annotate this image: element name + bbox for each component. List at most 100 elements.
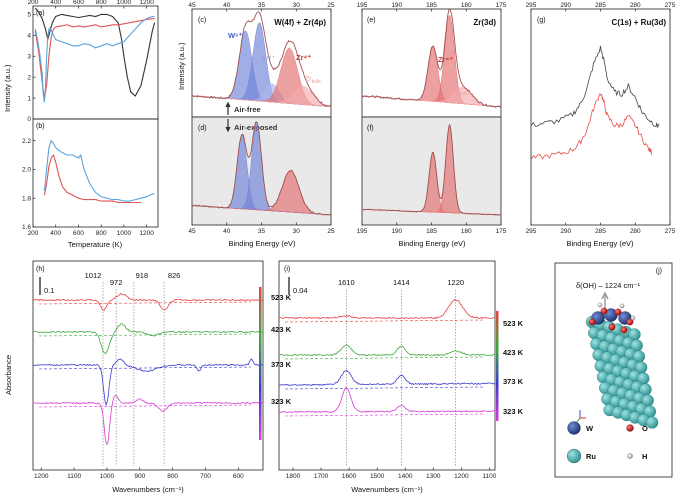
x-tick-label: 200 bbox=[28, 230, 39, 237]
zr4-label-e: Zr⁴⁺ bbox=[438, 55, 453, 64]
zrbulk-label-c: Zrbulk bbox=[305, 76, 321, 85]
panel-f-label: (f) bbox=[367, 125, 374, 132]
y-tick-label: 4 bbox=[27, 32, 31, 39]
y-tick-label: 2.2 bbox=[22, 138, 31, 145]
panel-h-scalebar-label: 0.1 bbox=[44, 286, 54, 295]
panel-i: (i) Wavenumbers (cm⁻¹) 0.04 1610 1414 1220… bbox=[278, 260, 524, 494]
panel-h-label: (h) bbox=[36, 266, 45, 273]
h-atom bbox=[630, 315, 636, 321]
peak-label-1012: 1012 bbox=[85, 271, 102, 280]
x-tick-label: 1200 bbox=[454, 473, 469, 480]
x-tick-label: 180 bbox=[461, 2, 472, 9]
y-tick-label: 3 bbox=[27, 53, 31, 60]
x-tick-label: 45 bbox=[188, 228, 196, 235]
series-line-black bbox=[34, 7, 156, 97]
x-tick-label: 1300 bbox=[426, 473, 441, 480]
x-tick-label: 1000 bbox=[117, 230, 132, 237]
o-atom bbox=[614, 308, 622, 316]
series-line-red bbox=[34, 18, 155, 99]
panel-b-frame bbox=[32, 118, 159, 228]
panel-h-peak-lines: 1012 972 918 826 bbox=[85, 271, 181, 466]
x-tick-label: 190 bbox=[391, 228, 402, 235]
ir-baseline-423 K bbox=[38, 333, 252, 337]
temperature-label-523 K: 523 K bbox=[271, 293, 292, 302]
ir-baseline-523 K bbox=[38, 301, 252, 305]
y-tick-label: 0 bbox=[27, 116, 31, 123]
series-line-blue bbox=[34, 15, 155, 103]
panel-j-label: (j) bbox=[656, 268, 662, 275]
ir-baseline-323 K bbox=[284, 413, 484, 417]
panel-f-ticks: 195 190 185 180 175 bbox=[357, 222, 507, 235]
o-atom bbox=[600, 307, 608, 315]
ir-trace-423 K bbox=[32, 323, 264, 354]
panel-c-title: W(4f) + Zr(4p) bbox=[274, 18, 326, 27]
x-tick-label: 285 bbox=[595, 2, 606, 9]
panel-c-peaks bbox=[191, 11, 332, 108]
panel-g-frame bbox=[530, 8, 671, 226]
legend-swatch-O bbox=[626, 424, 634, 432]
x-tick-label: 190 bbox=[391, 2, 402, 9]
x-tick-label: 295 bbox=[526, 2, 537, 9]
panel-b-lines bbox=[43, 139, 155, 204]
panel-j-frame bbox=[554, 262, 673, 478]
x-tick-label: 275 bbox=[665, 228, 676, 235]
x-tick-label: 280 bbox=[630, 2, 641, 9]
x-tick-label: 290 bbox=[560, 2, 571, 9]
ir-trace-323 K bbox=[32, 395, 264, 446]
x-tick-label: 180 bbox=[461, 228, 472, 235]
panel-c-ylabel: Intensity (a.u.) bbox=[177, 42, 186, 90]
x-tick-label: 40 bbox=[223, 228, 231, 235]
x-tick-label: 600 bbox=[73, 0, 84, 6]
panel-b-xlabel: Temperature (K) bbox=[68, 240, 123, 249]
ir-trace-523 K bbox=[32, 292, 264, 312]
panel-g: (g) C(1s) + Ru(3d) Binding Energy (eV) 2… bbox=[526, 2, 676, 248]
panel-e-label: (e) bbox=[367, 17, 376, 24]
panel-i-frame bbox=[278, 260, 496, 471]
panel-i-temperature-labels: 523 K 423 K 373 K 323 K bbox=[503, 319, 524, 416]
x-tick-label: 1000 bbox=[117, 0, 132, 6]
x-tick-label: 175 bbox=[496, 2, 507, 9]
envelope-line bbox=[191, 11, 332, 107]
envelope-line bbox=[191, 121, 332, 216]
x-tick-label: 1100 bbox=[482, 473, 496, 480]
x-tick-label: 1200 bbox=[139, 230, 154, 237]
panel-e-peaks bbox=[361, 9, 502, 108]
x-tick-label: 600 bbox=[73, 230, 84, 237]
panel-b-ticks: 200 400 600 800 1000 1200 1.6 1.8 2.0 2.2 bbox=[22, 138, 154, 237]
x-tick-label: 400 bbox=[50, 0, 61, 6]
x-tick-label: 275 bbox=[665, 2, 676, 9]
ru-atom bbox=[645, 416, 659, 429]
x-tick-label: 1600 bbox=[342, 473, 357, 480]
panel-a-ylabel: Intensity (a.u.) bbox=[3, 64, 12, 112]
peak-label-972: 972 bbox=[110, 278, 123, 287]
panel-b-label: (b) bbox=[36, 123, 45, 130]
air-free-arrow bbox=[225, 101, 231, 115]
peak-label-826: 826 bbox=[168, 271, 181, 280]
ir-baseline-373 K bbox=[38, 366, 252, 370]
panel-f-xlabel: Binding Energy (eV) bbox=[398, 239, 466, 248]
legend-swatch-Ru bbox=[566, 448, 582, 464]
x-tick-label: 1400 bbox=[398, 473, 413, 480]
x-tick-label: 45 bbox=[188, 2, 196, 9]
panel-c: (c) W(4f) + Zr(4p) Intensity (a.u.) 45 40… bbox=[177, 2, 335, 118]
x-tick-label: 800 bbox=[96, 0, 107, 6]
peak-label-1610: 1610 bbox=[338, 278, 355, 287]
panel-i-label: (i) bbox=[284, 266, 290, 273]
temperature-label-423 K: 423 K bbox=[271, 325, 292, 334]
panel-f: (f) Binding Energy (eV) 195 190 185 180 175 bbox=[357, 116, 507, 248]
x-tick-label: 195 bbox=[357, 228, 368, 235]
panel-c-ticks: 45 40 35 30 25 bbox=[188, 2, 335, 12]
x-tick-label: 800 bbox=[96, 230, 107, 237]
ru-slab-model bbox=[576, 302, 659, 429]
y-tick-label: 1.6 bbox=[22, 224, 31, 231]
panel-d: (d) Air-exposed Binding Energy (eV) 4540… bbox=[188, 116, 335, 248]
temperature-label-523 K: 523 K bbox=[503, 319, 524, 328]
series-line-red bbox=[530, 93, 653, 160]
zrbulk-label-e: Zrbulk bbox=[452, 88, 468, 97]
panel-c-label: (c) bbox=[198, 17, 206, 24]
x-tick-label: 400 bbox=[50, 230, 61, 237]
panel-j-arrow bbox=[601, 291, 609, 308]
panel-h: (h) Absorbance Wavenumbers (cm⁻¹) 0.1 10… bbox=[4, 260, 292, 494]
legend-swatch-H bbox=[627, 453, 633, 459]
temperature-label-373 K: 373 K bbox=[503, 377, 524, 386]
